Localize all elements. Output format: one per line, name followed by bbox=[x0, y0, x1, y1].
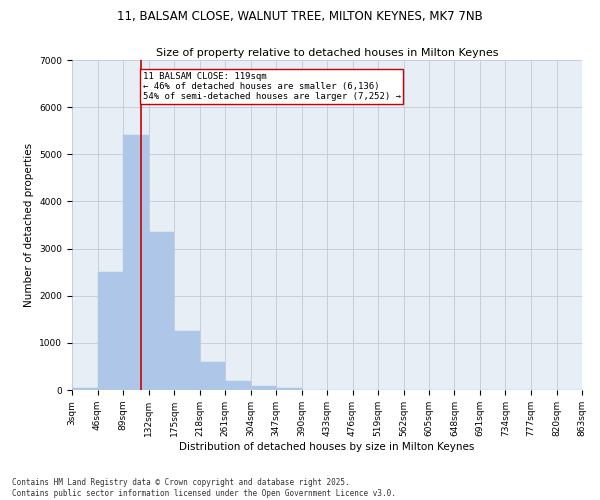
Text: Contains HM Land Registry data © Crown copyright and database right 2025.
Contai: Contains HM Land Registry data © Crown c… bbox=[12, 478, 396, 498]
Bar bbox=[149, 232, 174, 390]
Bar bbox=[72, 388, 97, 390]
Bar bbox=[97, 272, 123, 390]
Bar bbox=[225, 380, 251, 390]
Title: Size of property relative to detached houses in Milton Keynes: Size of property relative to detached ho… bbox=[156, 48, 498, 58]
Bar bbox=[199, 362, 225, 390]
Y-axis label: Number of detached properties: Number of detached properties bbox=[24, 143, 34, 307]
Bar bbox=[174, 331, 199, 390]
Text: 11 BALSAM CLOSE: 119sqm
← 46% of detached houses are smaller (6,136)
54% of semi: 11 BALSAM CLOSE: 119sqm ← 46% of detache… bbox=[143, 72, 401, 102]
Text: 11, BALSAM CLOSE, WALNUT TREE, MILTON KEYNES, MK7 7NB: 11, BALSAM CLOSE, WALNUT TREE, MILTON KE… bbox=[117, 10, 483, 23]
X-axis label: Distribution of detached houses by size in Milton Keynes: Distribution of detached houses by size … bbox=[179, 442, 475, 452]
Bar bbox=[123, 136, 149, 390]
Bar bbox=[276, 388, 302, 390]
Bar bbox=[251, 386, 276, 390]
